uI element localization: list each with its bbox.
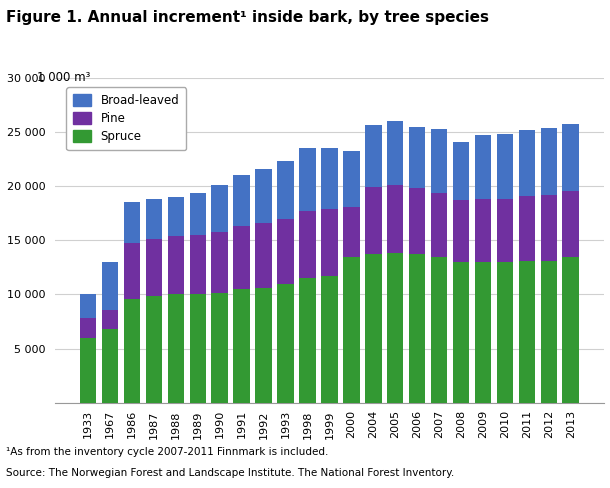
Bar <box>80 318 96 338</box>
Bar <box>518 261 535 403</box>
Bar <box>102 262 118 309</box>
Bar <box>234 289 250 403</box>
Text: ¹As from the inventory cycle 2007-2011 Finnmark is included.: ¹As from the inventory cycle 2007-2011 F… <box>6 447 328 456</box>
Bar <box>497 262 513 403</box>
Bar <box>146 239 162 296</box>
Text: Figure 1. Annual increment¹ inside bark, by tree species: Figure 1. Annual increment¹ inside bark,… <box>6 10 489 25</box>
Bar <box>518 196 535 261</box>
Bar <box>278 162 294 219</box>
Bar <box>321 209 337 276</box>
Bar <box>409 254 425 403</box>
Text: Source: The Norwegian Forest and Landscape Institute. The National Forest Invent: Source: The Norwegian Forest and Landsca… <box>6 468 454 478</box>
Bar <box>102 309 118 329</box>
Bar <box>212 185 228 232</box>
Bar <box>518 130 535 196</box>
Bar <box>562 123 579 191</box>
Bar <box>387 185 403 253</box>
Bar <box>80 338 96 403</box>
Bar <box>80 294 96 318</box>
Bar <box>562 257 579 403</box>
Bar <box>365 187 381 254</box>
Bar <box>124 243 140 299</box>
Bar <box>168 236 184 294</box>
Bar <box>540 128 557 195</box>
Bar <box>321 276 337 403</box>
Text: 1 000 m³: 1 000 m³ <box>37 71 90 84</box>
Bar <box>102 329 118 403</box>
Bar <box>409 188 425 254</box>
Bar <box>321 148 337 209</box>
Bar <box>562 191 579 257</box>
Bar <box>475 262 491 403</box>
Bar <box>212 293 228 403</box>
Bar <box>365 254 381 403</box>
Bar <box>431 257 447 403</box>
Bar <box>168 197 184 236</box>
Bar <box>343 151 359 207</box>
Bar <box>146 199 162 239</box>
Bar <box>234 175 250 226</box>
Bar <box>343 207 359 257</box>
Bar <box>190 294 206 403</box>
Bar <box>540 195 557 261</box>
Bar <box>256 223 272 288</box>
Bar <box>124 203 140 243</box>
Bar <box>300 278 316 403</box>
Bar <box>343 257 359 403</box>
Bar <box>540 261 557 403</box>
Bar <box>212 232 228 293</box>
Bar <box>431 193 447 257</box>
Bar <box>278 219 294 284</box>
Bar <box>387 122 403 185</box>
Bar <box>387 253 403 403</box>
Bar <box>300 148 316 211</box>
Bar <box>431 129 447 193</box>
Bar <box>256 288 272 403</box>
Bar <box>365 124 381 187</box>
Bar <box>278 284 294 403</box>
Bar <box>453 200 469 262</box>
Bar <box>409 127 425 188</box>
Bar <box>497 134 513 199</box>
Bar <box>124 299 140 403</box>
Bar <box>453 262 469 403</box>
Bar <box>497 199 513 262</box>
Bar <box>190 235 206 294</box>
Bar <box>475 199 491 262</box>
Bar <box>475 135 491 199</box>
Bar <box>190 193 206 235</box>
Bar <box>256 169 272 223</box>
Bar <box>300 211 316 278</box>
Bar <box>234 226 250 289</box>
Bar <box>146 296 162 403</box>
Bar <box>453 142 469 200</box>
Legend: Broad-leaved, Pine, Spruce: Broad-leaved, Pine, Spruce <box>66 87 187 150</box>
Bar <box>168 294 184 403</box>
